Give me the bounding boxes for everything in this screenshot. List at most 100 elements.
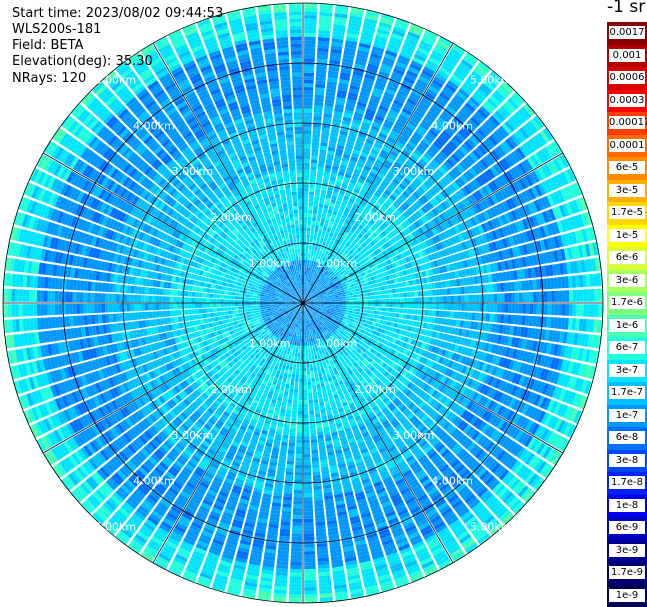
radar-cell: [421, 249, 428, 257]
radar-cell: [571, 231, 578, 245]
radar-cell: [331, 41, 343, 47]
radar-cell: [412, 246, 418, 253]
radar-cell: [358, 224, 364, 231]
radar-cell: [347, 185, 354, 191]
radar-cell: [363, 306, 368, 310]
radar-cell: [341, 234, 346, 240]
radar-cell: [458, 161, 468, 171]
radar-cell: [314, 105, 323, 110]
radar-cell: [413, 149, 423, 158]
radar-cell: [390, 74, 402, 83]
radar-cell: [308, 282, 311, 287]
radar-cell: [471, 70, 484, 82]
radar-cell: [383, 271, 389, 276]
radar-cell: [312, 264, 316, 269]
radar-cell: [303, 115, 312, 120]
radar-cell: [427, 283, 432, 290]
radar-cell: [405, 256, 411, 263]
radar-cell: [323, 275, 327, 279]
radar-cell: [384, 235, 391, 242]
radar-cell: [338, 308, 343, 312]
radar-cell: [377, 108, 388, 116]
radar-cell: [324, 304, 329, 306]
radar-cell: [387, 81, 399, 89]
radar-cell: [575, 318, 580, 331]
radar-cell: [359, 39, 372, 46]
radar-cell: [313, 304, 318, 306]
radar-cell: [337, 141, 346, 147]
radar-cell: [313, 250, 317, 255]
radar-cell: [344, 146, 353, 153]
radar-cell: [394, 188, 402, 196]
radar-cell: [368, 320, 373, 325]
radar-cell: [550, 192, 558, 206]
radar-cell: [310, 235, 314, 239]
radar-cell: [351, 152, 360, 159]
radar-cell: [576, 333, 583, 346]
radar-cell: [336, 144, 345, 150]
radar-cell: [310, 170, 317, 175]
radar-cell: [429, 53, 443, 63]
radar-cell: [347, 136, 356, 142]
radar-cell: [329, 176, 336, 182]
radar-cell: [479, 212, 487, 222]
radar-cell: [328, 143, 336, 148]
radar-cell: [499, 125, 510, 137]
radar-cell: [579, 304, 584, 317]
radar-cell: [375, 80, 386, 88]
radar-cell: [443, 220, 451, 229]
radar-cell: [511, 247, 518, 258]
radar-cell: [326, 263, 331, 268]
radar-cell: [307, 223, 311, 228]
radar-cell: [380, 205, 387, 212]
radar-cell: [585, 274, 591, 287]
radar-cell: [462, 105, 474, 115]
radar-cell: [332, 162, 340, 168]
radar-cell: [327, 251, 332, 257]
radar-cell: [341, 262, 346, 267]
radar-cell: [388, 293, 393, 299]
radar-cell: [507, 292, 512, 303]
radar-cell: [307, 294, 311, 298]
radar-cell: [393, 68, 405, 76]
radar-cell: [499, 188, 508, 200]
radar-cell: [340, 160, 348, 166]
radar-cell: [310, 231, 314, 236]
radar-cell: [337, 258, 342, 263]
radar-cell: [445, 334, 451, 342]
radar-cell: [369, 258, 375, 264]
radar-cell: [447, 326, 453, 334]
radar-cell: [433, 324, 439, 331]
radar-cell: [562, 331, 568, 344]
radar-cell: [339, 130, 348, 136]
radar-cell: [419, 264, 425, 271]
radar-cell: [454, 244, 461, 253]
radar-cell: [334, 238, 339, 244]
radar-cell: [417, 291, 422, 297]
radar-cell: [501, 81, 514, 94]
radar-cell: [412, 266, 418, 273]
radar-cell: [311, 377, 316, 382]
radar-cell: [303, 425, 310, 429]
radar-cell: [364, 14, 379, 22]
radar-cell: [487, 182, 496, 193]
radar-cell: [488, 273, 493, 283]
radar-cell: [319, 281, 324, 286]
radar-cell: [469, 73, 482, 85]
radar-cell: [316, 298, 321, 300]
radar-cell: [378, 246, 385, 252]
radar-cell: [377, 226, 383, 233]
radar-cell: [320, 297, 325, 300]
radar-cell: [428, 56, 441, 66]
radar-cell: [348, 162, 356, 169]
radar-cell: [505, 325, 511, 335]
radar-cell: [305, 263, 307, 268]
radar-cell: [392, 178, 400, 186]
radar-cell: [365, 11, 380, 18]
radar-cell: [356, 218, 362, 225]
radar-cell: [303, 295, 305, 300]
radar-cell: [430, 173, 439, 182]
radar-cell: [400, 131, 411, 140]
radar-cell: [407, 140, 417, 149]
radar-cell: [354, 255, 359, 260]
